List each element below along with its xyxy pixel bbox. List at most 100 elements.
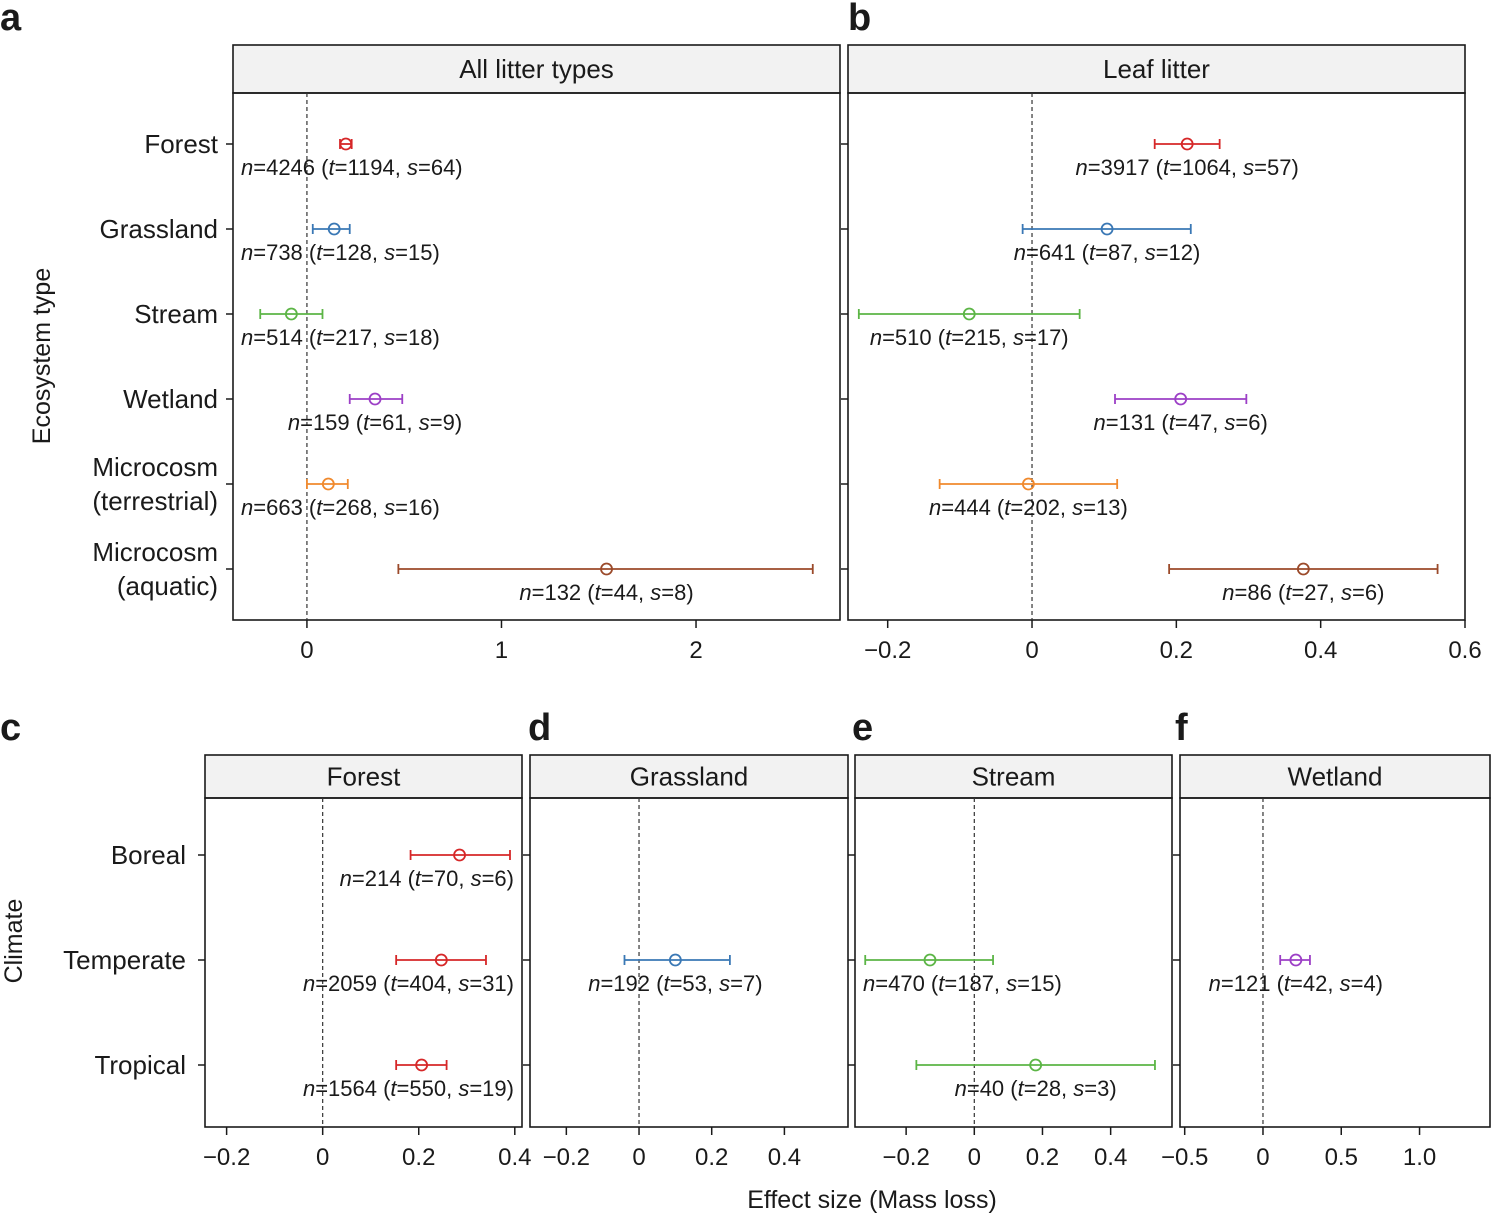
plot-frame bbox=[1179, 797, 1491, 1128]
point-estimate bbox=[668, 953, 682, 967]
sample-size-label: n=470 (t=187, s=15) bbox=[863, 971, 1062, 996]
point-estimate bbox=[1174, 392, 1188, 406]
sample-size-label: n=514 (t=217, s=18) bbox=[241, 325, 440, 350]
category-label: Boreal bbox=[111, 840, 186, 870]
category-label: (aquatic) bbox=[117, 571, 218, 601]
point-estimate bbox=[1100, 222, 1114, 236]
point-estimate bbox=[923, 953, 937, 967]
sample-size-label: n=86 (t=27, s=6) bbox=[1222, 580, 1384, 605]
sample-size-label: n=131 (t=47, s=6) bbox=[1094, 410, 1268, 435]
category-label: Tropical bbox=[94, 1050, 186, 1080]
data-point-group: n=444 (t=202, s=13) bbox=[929, 477, 1128, 520]
sample-size-label: n=510 (t=215, s=17) bbox=[870, 325, 1069, 350]
panel-letter: e bbox=[852, 707, 873, 749]
x-tick-label: 0 bbox=[632, 1144, 645, 1171]
strip-title: Grassland bbox=[630, 762, 749, 792]
x-axis-title: Effect size (Mass loss) bbox=[747, 1186, 997, 1214]
point-estimate bbox=[368, 392, 382, 406]
point-estimate bbox=[321, 477, 335, 491]
point-estimate bbox=[453, 848, 466, 862]
x-tick-label: 2 bbox=[689, 637, 702, 664]
strip-title: Forest bbox=[327, 762, 401, 792]
x-tick-label: 0.2 bbox=[1160, 637, 1193, 664]
x-tick-label: −0.2 bbox=[882, 1144, 929, 1171]
sample-size-label: n=663 (t=268, s=16) bbox=[241, 495, 440, 520]
sample-size-label: n=132 (t=44, s=8) bbox=[519, 580, 693, 605]
sample-size-label: n=40 (t=28, s=3) bbox=[955, 1076, 1117, 1101]
strip-title: Wetland bbox=[1288, 762, 1383, 792]
sample-size-label: n=641 (t=87, s=12) bbox=[1014, 240, 1201, 265]
row1-y-axis-title: Ecosystem type bbox=[28, 268, 56, 444]
sample-size-label: n=738 (t=128, s=15) bbox=[241, 240, 440, 265]
category-label: Temperate bbox=[63, 945, 186, 975]
data-point-group: n=510 (t=215, s=17) bbox=[857, 307, 1081, 350]
x-tick-label: −0.5 bbox=[1161, 1144, 1208, 1171]
data-point-group: n=86 (t=27, s=6) bbox=[1168, 562, 1439, 605]
x-tick-label: 0.4 bbox=[768, 1144, 801, 1171]
panel-e: e Stream −0.2 0 0.2 0.4 n=470 (t=187, s=15) n=4… bbox=[848, 707, 1173, 1171]
plot-frame bbox=[854, 797, 1173, 1128]
category-label: Stream bbox=[134, 299, 218, 329]
point-estimate bbox=[1029, 1058, 1043, 1072]
category-label: Microcosm bbox=[92, 537, 218, 567]
data-point-group: n=131 (t=47, s=6) bbox=[1094, 392, 1268, 435]
sample-size-label: n=1564 (t=550, s=19) bbox=[303, 1076, 514, 1101]
strip-title: Stream bbox=[972, 762, 1056, 792]
sample-size-label: n=214 (t=70, s=6) bbox=[340, 866, 514, 891]
strip-background bbox=[854, 754, 1173, 799]
x-tick-label: 0.2 bbox=[402, 1144, 435, 1171]
x-tick-label: 0 bbox=[300, 637, 313, 664]
panel-letter: b bbox=[848, 0, 871, 39]
data-point-group: n=738 (t=128, s=15) bbox=[241, 222, 440, 265]
point-estimate bbox=[1289, 953, 1303, 967]
x-tick-label: 0.2 bbox=[695, 1144, 728, 1171]
strip-background bbox=[1179, 754, 1491, 799]
plot-frame bbox=[204, 797, 523, 1128]
point-estimate bbox=[1022, 477, 1035, 491]
point-estimate bbox=[434, 953, 448, 967]
x-tick-label: 0.4 bbox=[498, 1144, 531, 1171]
strip-title: Leaf litter bbox=[1103, 54, 1210, 84]
data-point-group: n=2059 (t=404, s=31) bbox=[303, 953, 514, 996]
category-label: Wetland bbox=[123, 384, 218, 414]
strip-background bbox=[204, 754, 523, 799]
strip-title: All litter types bbox=[459, 54, 614, 84]
category-label: Forest bbox=[144, 129, 218, 159]
panel-c: c Forest −0.2 0 0.2 0.4 Boreal Temperate Tropica… bbox=[0, 707, 531, 1171]
data-point-group: n=4246 (t=1194, s=64) bbox=[241, 137, 463, 180]
plot-frame bbox=[529, 797, 849, 1128]
x-tick-label: −0.2 bbox=[203, 1144, 250, 1171]
category-label: (terrestrial) bbox=[92, 486, 218, 516]
x-tick-label: 0.5 bbox=[1325, 1144, 1358, 1171]
panel-letter: f bbox=[1175, 707, 1188, 749]
panel-letter: d bbox=[528, 707, 551, 749]
x-tick-label: 0.4 bbox=[1094, 1144, 1127, 1171]
data-point-group: n=514 (t=217, s=18) bbox=[241, 307, 440, 350]
sample-size-label: n=121 (t=42, s=4) bbox=[1209, 971, 1383, 996]
panel-letter: a bbox=[0, 0, 22, 39]
panel-a: a All litter types 0 1 2 Forest Grassland Strea… bbox=[0, 0, 841, 664]
x-tick-label: 0 bbox=[316, 1144, 329, 1171]
point-estimate bbox=[415, 1058, 429, 1072]
row2-y-axis-title: Climate bbox=[0, 899, 28, 984]
point-estimate bbox=[284, 307, 298, 321]
data-point-group: n=663 (t=268, s=16) bbox=[241, 477, 440, 520]
panel-b: b Leaf litter −0.2 0 0.2 0.4 0.6 n=3917 (t=1064… bbox=[841, 0, 1482, 664]
data-point-group: n=470 (t=187, s=15) bbox=[863, 953, 1062, 996]
sample-size-label: n=4246 (t=1194, s=64) bbox=[241, 155, 463, 180]
strip-background bbox=[529, 754, 849, 799]
data-point-group: n=40 (t=28, s=3) bbox=[915, 1058, 1156, 1101]
x-tick-label: 0.4 bbox=[1304, 637, 1337, 664]
point-estimate bbox=[962, 307, 976, 321]
sample-size-label: n=3917 (t=1064, s=57) bbox=[1076, 155, 1299, 180]
strip-background bbox=[232, 44, 841, 94]
point-estimate bbox=[327, 222, 341, 236]
x-tick-label: 0 bbox=[968, 1144, 981, 1171]
x-tick-label: −0.2 bbox=[543, 1144, 590, 1171]
sample-size-label: n=444 (t=202, s=13) bbox=[929, 495, 1128, 520]
plot-frame bbox=[847, 92, 1466, 621]
x-tick-label: 0 bbox=[1256, 1144, 1269, 1171]
x-tick-label: −0.2 bbox=[864, 637, 911, 664]
point-estimate bbox=[339, 137, 353, 151]
